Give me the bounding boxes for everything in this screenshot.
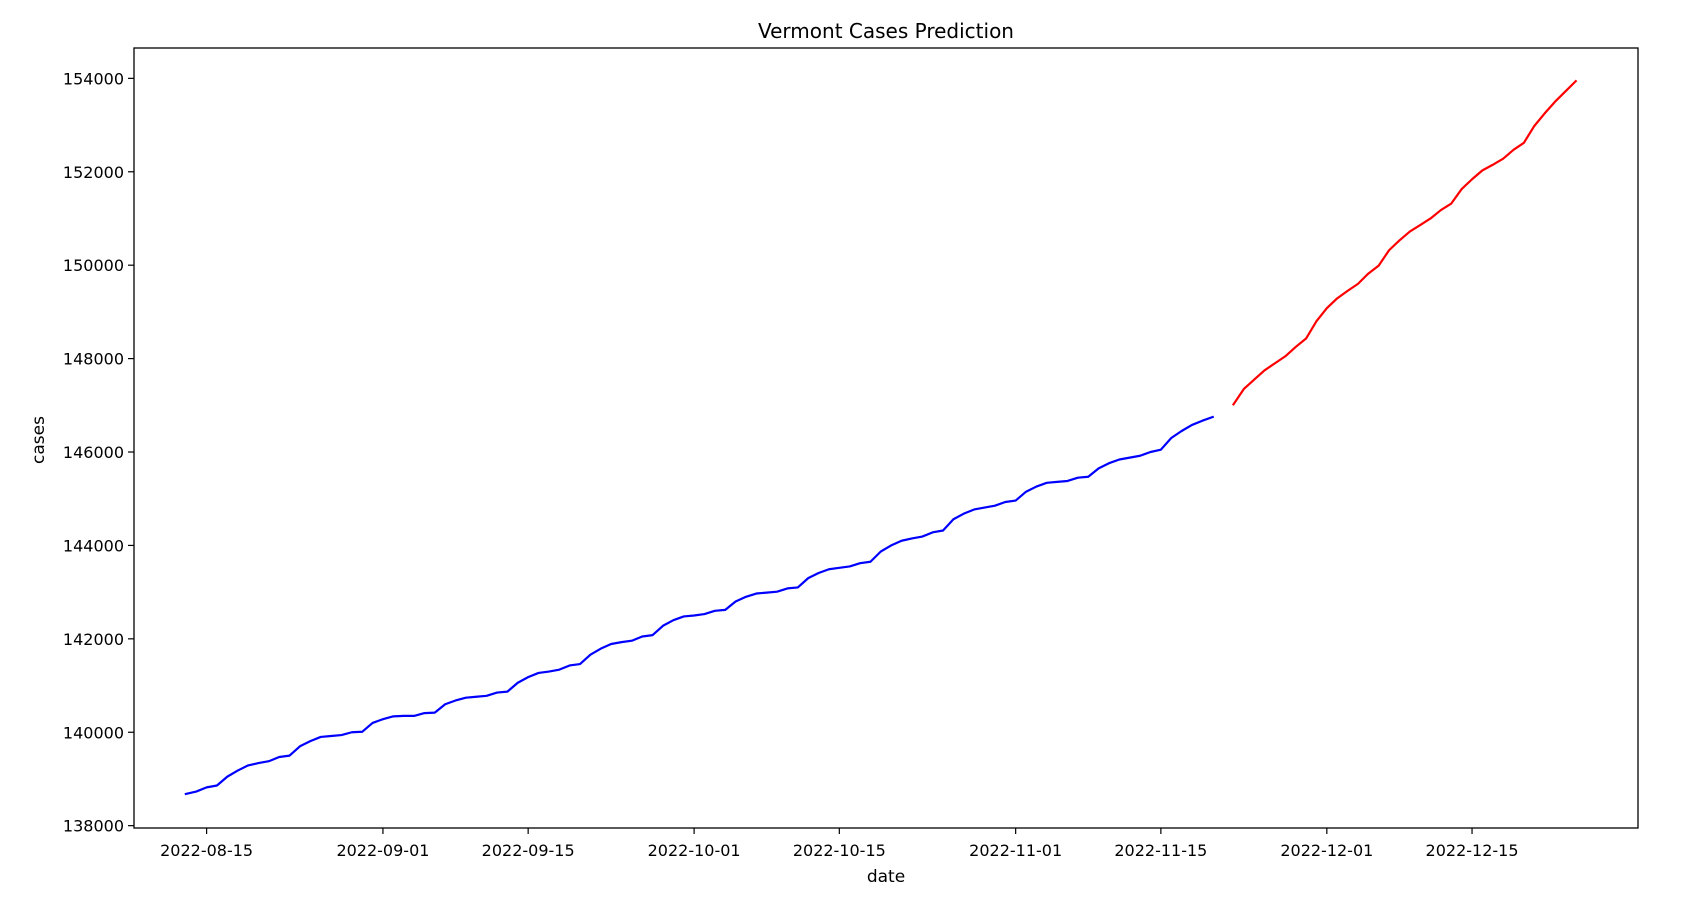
y-tick-label: 140000 [63, 723, 124, 742]
y-tick-label: 144000 [63, 536, 124, 555]
x-axis-label: date [867, 867, 905, 887]
series-line-1 [184, 415, 1215, 796]
chart-title: Vermont Cases Prediction [758, 19, 1014, 43]
x-tick-label: 2022-11-01 [969, 841, 1062, 860]
x-tick-label: 2022-10-01 [648, 841, 741, 860]
x-tick-label: 2022-12-01 [1280, 841, 1373, 860]
y-tick-label: 152000 [63, 163, 124, 182]
x-tick-label: 2022-11-15 [1114, 841, 1207, 860]
y-tick-label: 148000 [63, 350, 124, 369]
y-axis-label: cases [29, 416, 49, 464]
y-tick-label: 150000 [63, 256, 124, 275]
x-tick-label: 2022-09-01 [336, 841, 429, 860]
x-tick-label: 2022-08-15 [160, 841, 253, 860]
y-tick-label: 146000 [63, 443, 124, 462]
y-tick-label: 142000 [63, 630, 124, 649]
x-tick-label: 2022-10-15 [793, 841, 886, 860]
x-tick-label: 2022-12-15 [1426, 841, 1519, 860]
y-tick-label: 138000 [63, 817, 124, 836]
plot-frame [133, 47, 1639, 829]
x-tick-label: 2022-09-15 [482, 841, 575, 860]
series-line-2 [1231, 79, 1578, 406]
y-tick-label: 154000 [63, 69, 124, 88]
y-axis: 138000 140000 142000 144000 146000 148000 1500… [63, 69, 134, 836]
x-axis: 2022-08-15 2022-09-01 2022-09-15 2022-10-01… [160, 828, 1519, 860]
